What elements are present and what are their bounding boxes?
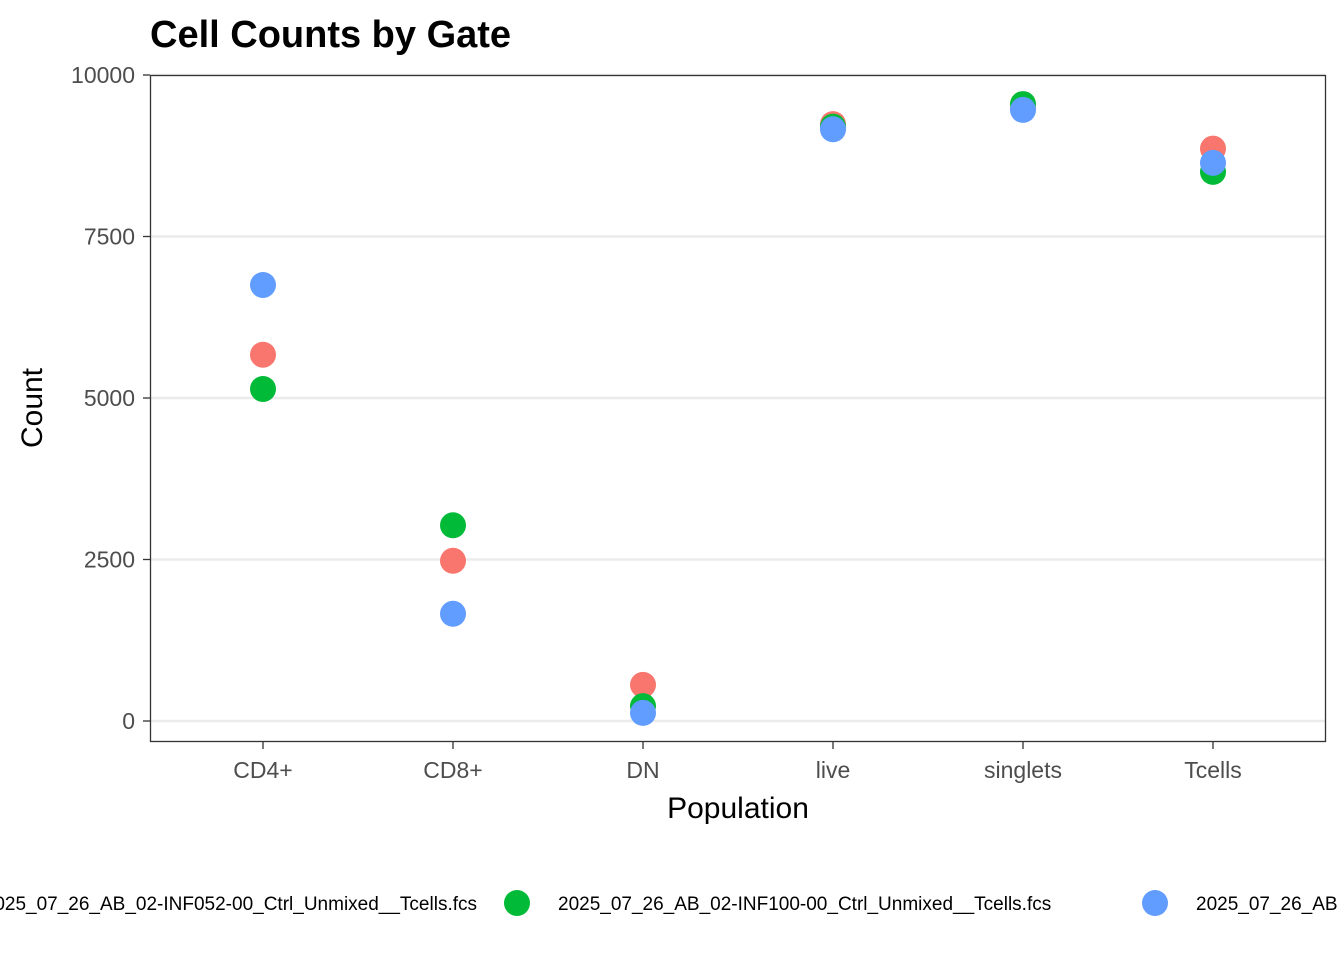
y-tick-label: 10000 (71, 62, 135, 88)
x-tick-label: singlets (984, 757, 1062, 783)
data-point-series-1 (440, 547, 466, 574)
legend-key (504, 890, 530, 916)
legend-label: 2025_07_26_AB (1196, 894, 1338, 915)
data-point-series-3 (820, 116, 846, 143)
y-tick-label: 0 (122, 708, 135, 734)
legend-key (1142, 890, 1168, 916)
x-tick-label: CD4+ (233, 757, 292, 783)
data-point-series-3 (1010, 96, 1036, 123)
x-tick-label: DN (626, 757, 659, 783)
data-point-series-1 (250, 341, 276, 368)
data-point-series-3 (250, 271, 276, 298)
gridlines (151, 73, 1325, 723)
data-point-series-3 (440, 600, 466, 627)
data-point-series-3 (1200, 149, 1226, 176)
data-point-series-2 (440, 512, 466, 539)
x-axis-label: Population (667, 792, 809, 825)
y-tick-label: 7500 (84, 224, 135, 250)
x-axis: CD4+ CD8+ DN live singlets Tcells (233, 742, 1242, 783)
y-axis-label: Count (16, 367, 49, 448)
legend: 2025_07_26_AB_02-INF052-00_Ctrl_Unmixed_… (0, 890, 1338, 916)
legend-label: 2025_07_26_AB_02-INF100-00_Ctrl_Unmixed_… (558, 894, 1051, 915)
y-axis: 0 2500 5000 7500 10000 (71, 62, 150, 734)
x-tick-label: CD8+ (423, 757, 482, 783)
data-point-series-1 (630, 671, 656, 698)
y-tick-label: 2500 (84, 547, 135, 573)
data-point-series-2 (250, 375, 276, 402)
y-tick-label: 5000 (84, 385, 135, 411)
data-point-series-3 (630, 699, 656, 726)
data-points (250, 91, 1226, 726)
chart-title: Cell Counts by Gate (150, 14, 511, 56)
legend-label: 2025_07_26_AB_02-INF052-00_Ctrl_Unmixed_… (0, 894, 477, 915)
plot-panel-border (149, 74, 1327, 743)
x-tick-label: Tcells (1184, 757, 1242, 783)
x-tick-label: live (816, 757, 851, 783)
